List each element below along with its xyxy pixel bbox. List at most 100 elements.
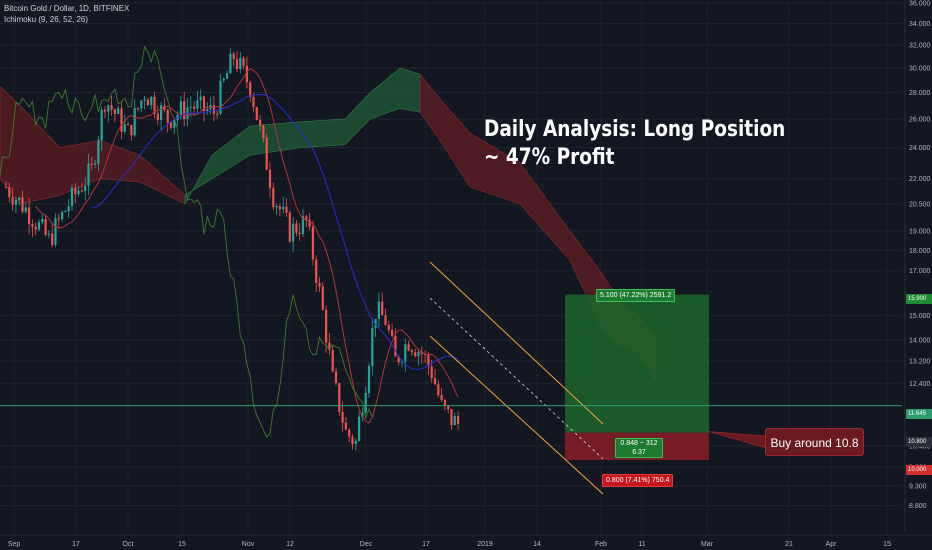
candle-down (315, 259, 318, 283)
candle-up (14, 199, 17, 205)
candle-down (437, 384, 440, 396)
candle-down (391, 329, 394, 336)
y-tick-label: 24.000 (909, 145, 931, 152)
candle-down (166, 109, 169, 123)
candle-down (338, 383, 341, 412)
candle-down (288, 212, 291, 242)
candle-up (229, 53, 232, 74)
candle-down (351, 436, 354, 445)
candle-down (341, 411, 344, 423)
y-tick-label: 32.000 (909, 43, 931, 50)
candle-up (54, 218, 57, 245)
candle-up (87, 163, 90, 186)
candle-up (67, 206, 70, 211)
candle-down (31, 224, 34, 227)
risk-reward-line-2: 6.37 (632, 449, 646, 456)
candle-down (183, 101, 186, 120)
target-label: 5.100 (47.22%) 2591.2 (596, 289, 676, 302)
candle-down (443, 400, 446, 406)
stop-label: 0.800 (7.41%) 750.4 (602, 474, 674, 487)
x-tick-label: 14 (533, 541, 541, 548)
candle-up (361, 412, 364, 417)
indicator-label: Ichimoku (9, 26, 52, 26) (4, 15, 89, 24)
x-tick-label: 2019 (477, 541, 493, 548)
x-tick-label: Mar (701, 541, 714, 548)
price-tag-current: 11.645 (906, 409, 932, 419)
candle-up (107, 105, 110, 112)
candle-up (282, 206, 285, 210)
x-tick-label: 17 (422, 541, 430, 548)
candle-down (74, 187, 77, 195)
candle-up (404, 344, 407, 362)
y-tick-label: 14.000 (909, 337, 931, 344)
candle-down (278, 206, 281, 210)
candle-down (252, 96, 255, 108)
candle-down (127, 124, 130, 126)
candle-up (453, 416, 456, 426)
target-zone (565, 294, 709, 433)
chart-legend: Bitcoin Gold / Dollar, 1D, BITFINEX Ichi… (4, 3, 129, 25)
candle-down (394, 335, 397, 357)
candle-down (103, 109, 107, 112)
candle-down (90, 163, 93, 165)
y-tick-label: 17.000 (909, 268, 931, 275)
candle-down (334, 371, 338, 384)
x-tick-label: 15 (178, 541, 186, 548)
y-tick-label: 20.500 (909, 201, 931, 208)
price-tag-stop: 10.000 (906, 465, 932, 475)
candle-up (196, 100, 199, 109)
candle-down (216, 113, 219, 115)
x-tick-label: Nov (242, 541, 255, 548)
x-tick-label: Oct (123, 541, 134, 548)
candle-down (51, 233, 54, 245)
candle-up (64, 210, 67, 212)
x-tick-label: 11 (638, 541, 645, 548)
y-tick-label: 13.200 (909, 358, 931, 365)
candle-down (295, 223, 298, 233)
candle-up (61, 211, 64, 220)
candle-down (430, 366, 433, 379)
candle-down (193, 106, 196, 109)
x-tick-label: 21 (785, 541, 793, 548)
candle-down (21, 197, 24, 212)
candle-down (410, 350, 413, 353)
x-tick-label: Sep (8, 541, 21, 548)
candle-up (222, 78, 225, 81)
x-tick-label: 12 (286, 541, 294, 548)
x-tick-label: Dec (360, 541, 373, 548)
candle-down (447, 405, 450, 409)
candle-down (298, 232, 301, 235)
candle-up (226, 73, 229, 79)
candle-down (34, 226, 37, 230)
candle-down (4, 186, 8, 188)
candle-down (169, 122, 173, 128)
candle-up (206, 109, 209, 111)
candle-up (24, 207, 27, 212)
candle-down (407, 344, 410, 351)
y-tick-label: 36.000 (909, 1, 931, 8)
candle-up (374, 319, 377, 329)
candle-down (311, 226, 314, 260)
candle-down (328, 342, 331, 350)
channel-upper (429, 261, 604, 425)
candle-down (57, 218, 60, 220)
candle-down (440, 395, 443, 401)
candle-down (156, 113, 159, 121)
candle-down (28, 207, 31, 225)
candle-down (305, 216, 308, 220)
candle-down (235, 59, 239, 69)
candle-down (110, 105, 113, 110)
candle-down (212, 105, 215, 114)
candle-down (242, 58, 245, 66)
kijun-line (91, 93, 459, 370)
candle-up (123, 124, 126, 132)
candle-down (120, 108, 123, 132)
candle-down (272, 188, 275, 208)
candle-down (262, 125, 265, 138)
candle-up (97, 140, 100, 164)
candle-up (176, 114, 179, 121)
candle-up (133, 108, 136, 136)
candle-up (371, 328, 374, 367)
